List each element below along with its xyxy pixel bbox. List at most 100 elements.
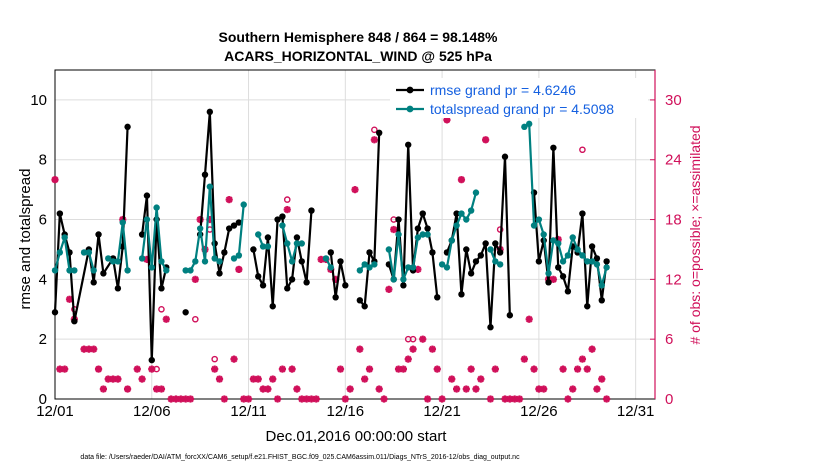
obs-assimilated-stroke bbox=[448, 375, 456, 383]
obs-assimilated-marker bbox=[244, 395, 253, 403]
chart-subtitle: ACARS_HORIZONTAL_WIND @ 525 hPa bbox=[224, 48, 492, 64]
series-point-1 bbox=[496, 261, 504, 268]
series-point-0 bbox=[501, 153, 509, 160]
obs-possible-marker bbox=[371, 126, 378, 134]
obs-assimilated-stroke bbox=[458, 176, 465, 184]
obs-assimilated-marker bbox=[486, 395, 495, 403]
obs-assimilated-marker bbox=[598, 375, 606, 383]
obs-assimilated-stroke bbox=[390, 226, 398, 233]
series-point-0 bbox=[293, 234, 301, 241]
obs-assimilated-marker bbox=[51, 176, 59, 184]
series-point-0 bbox=[342, 282, 349, 289]
x-tick-label: 12/01 bbox=[36, 403, 74, 420]
series-point-1 bbox=[264, 243, 272, 250]
obs-assimilated-stroke bbox=[254, 375, 262, 383]
obs-assimilated-stroke bbox=[375, 385, 383, 393]
obs-assimilated-marker bbox=[482, 136, 490, 144]
obs-assimilated-marker bbox=[269, 375, 277, 383]
obs-assimilated-stroke bbox=[269, 375, 277, 383]
y-tick-label: 8 bbox=[39, 152, 47, 169]
series-point-0 bbox=[496, 249, 504, 256]
series-point-1 bbox=[187, 267, 194, 274]
y-right-tick-label: 0 bbox=[665, 391, 673, 408]
series-point-0 bbox=[463, 246, 470, 253]
series-point-0 bbox=[56, 210, 64, 217]
series-point-0 bbox=[361, 303, 368, 310]
series-point-0 bbox=[259, 282, 267, 289]
obs-assimilated-stroke bbox=[467, 365, 475, 373]
series-point-0 bbox=[332, 294, 339, 301]
obs-assimilated-marker bbox=[148, 365, 156, 373]
obs-assimilated-stroke bbox=[191, 275, 199, 283]
obs-assimilated-stroke bbox=[559, 365, 567, 373]
obs-assimilated-marker bbox=[293, 385, 301, 393]
obs-assimilated-marker bbox=[569, 385, 577, 393]
obs-assimilated-stroke bbox=[588, 345, 596, 353]
obs-assimilated-stroke bbox=[230, 355, 238, 363]
obs-assimilated-marker bbox=[472, 385, 480, 393]
obs-assimilated-marker bbox=[453, 385, 461, 393]
legend-marker bbox=[406, 105, 414, 113]
series-point-1 bbox=[530, 222, 538, 229]
series-point-1 bbox=[288, 258, 296, 265]
series-point-0 bbox=[458, 291, 465, 298]
series-point-1 bbox=[201, 258, 209, 265]
obs-assimilated-stroke bbox=[158, 385, 165, 393]
series-point-1 bbox=[371, 261, 378, 268]
obs-assimilated-marker bbox=[573, 365, 582, 373]
obs-assimilated-stroke bbox=[433, 365, 441, 373]
series-point-1 bbox=[143, 216, 151, 223]
series-point-1 bbox=[279, 222, 286, 229]
obs-assimilated-marker bbox=[211, 365, 219, 373]
obs-assimilated-stroke bbox=[187, 395, 194, 403]
series-point-1 bbox=[443, 264, 451, 271]
series-point-0 bbox=[114, 285, 122, 292]
series-point-0 bbox=[225, 225, 233, 232]
legend-label: rmse grand pr = 4.6246 bbox=[430, 82, 576, 98]
y-right-tick-label: 6 bbox=[665, 331, 673, 348]
series-point-1 bbox=[192, 258, 199, 265]
obs-assimilated-stroke bbox=[216, 375, 223, 383]
series-point-1 bbox=[109, 258, 117, 265]
obs-assimilated-stroke bbox=[138, 375, 146, 383]
series-point-0 bbox=[482, 240, 489, 247]
x-tick-label: 12/26 bbox=[520, 403, 558, 420]
y-right-tick-label: 18 bbox=[665, 212, 682, 229]
obs-assimilated-stroke bbox=[133, 365, 141, 373]
series-point-0 bbox=[100, 270, 107, 277]
series-point-1 bbox=[206, 183, 214, 190]
obs-assimilated-stroke bbox=[293, 385, 301, 393]
obs-assimilated-stroke bbox=[550, 275, 557, 283]
series-point-0 bbox=[216, 270, 223, 277]
series-point-1 bbox=[525, 120, 533, 128]
y-tick-label: 10 bbox=[30, 92, 47, 109]
y-tick-label: 0 bbox=[39, 391, 47, 408]
series-point-0 bbox=[453, 210, 460, 217]
obs-assimilated-marker bbox=[162, 315, 170, 323]
y-axis-label: rmse and totalspread bbox=[17, 169, 34, 310]
obs-assimilated-stroke bbox=[279, 365, 286, 373]
obs-assimilated-marker bbox=[215, 375, 224, 383]
series-point-1 bbox=[400, 276, 407, 283]
series-point-0 bbox=[477, 252, 485, 259]
obs-assimilated-marker bbox=[264, 385, 272, 393]
obs-assimilated-marker bbox=[525, 315, 533, 323]
series-point-0 bbox=[366, 249, 373, 256]
series-point-1 bbox=[453, 222, 460, 229]
legend-marker bbox=[406, 86, 414, 94]
obs-assimilated-marker bbox=[370, 136, 378, 144]
obs-assimilated-marker bbox=[99, 385, 107, 393]
obs-assimilated-stroke bbox=[400, 365, 407, 373]
obs-assimilated-marker bbox=[351, 186, 359, 194]
obs-assimilated-stroke bbox=[51, 176, 59, 184]
obs-assimilated-marker bbox=[515, 395, 524, 403]
obs-assimilated-stroke bbox=[90, 345, 98, 353]
obs-assimilated-marker bbox=[549, 275, 557, 283]
series-point-0 bbox=[235, 219, 243, 226]
series-point-0 bbox=[405, 141, 412, 148]
series-point-0 bbox=[255, 273, 262, 280]
obs-assimilated-stroke bbox=[593, 385, 601, 393]
series-point-0 bbox=[555, 264, 562, 271]
obs-assimilated-stroke bbox=[66, 295, 73, 303]
obs-assimilated-marker bbox=[409, 345, 417, 353]
